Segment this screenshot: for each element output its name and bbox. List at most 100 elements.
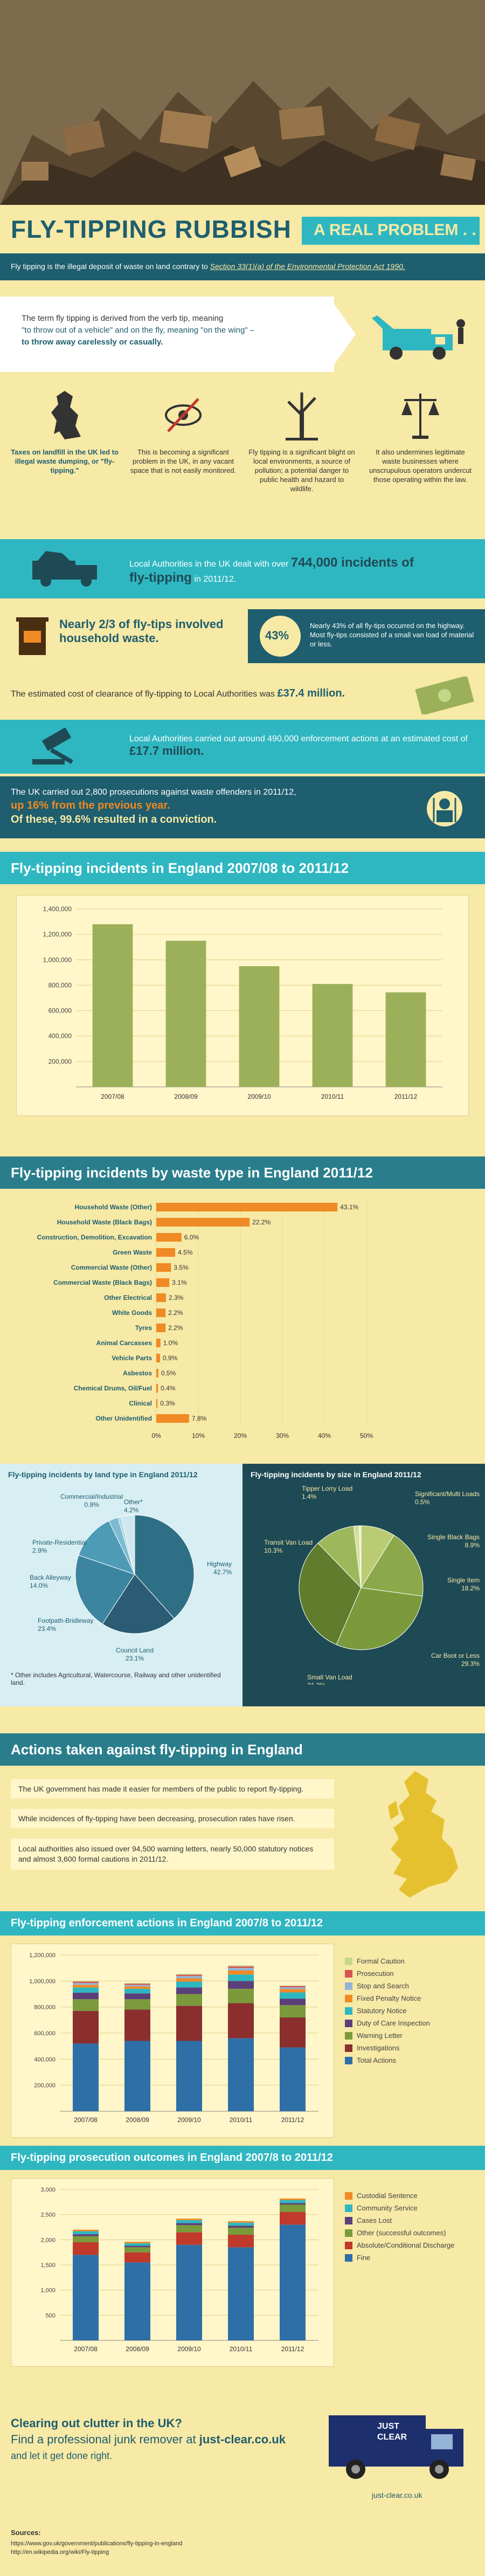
stack-segment bbox=[176, 1976, 202, 1979]
x-tick-label: 2009/10 bbox=[177, 2116, 201, 2124]
legend-swatch bbox=[345, 1957, 352, 1965]
data-label: 2.2% bbox=[168, 1324, 183, 1332]
pie-slice bbox=[102, 1574, 175, 1634]
x-tick-label: 2010/11 bbox=[321, 1093, 344, 1100]
legend-item: Total Actions bbox=[345, 2056, 480, 2064]
pie-row: Fly-tipping incidents by land type in En… bbox=[0, 1464, 485, 1706]
x-tick-label: 0% bbox=[151, 1432, 161, 1439]
pie-slice bbox=[299, 1542, 362, 1645]
y-tick-label: 600,000 bbox=[34, 2030, 56, 2037]
legend-item: Custodial Sentence bbox=[345, 2192, 480, 2200]
bar bbox=[165, 940, 206, 1087]
bar bbox=[156, 1263, 171, 1272]
slice-value: 18.2% bbox=[461, 1585, 480, 1592]
legend-label: Community Service bbox=[357, 2204, 418, 2212]
category-label: White Goods bbox=[112, 1309, 152, 1317]
title-band: FLY-TIPPING RUBBISH A REAL PROBLEM . . . bbox=[0, 205, 485, 253]
legend-item: Other (successful outcomes) bbox=[345, 2229, 480, 2237]
footer-cta-text: Clearing out clutter in the UK? Find a p… bbox=[11, 2415, 286, 2464]
stack-segment bbox=[228, 1988, 254, 2003]
source-link-1[interactable]: https://www.gov.uk/government/publicatio… bbox=[11, 2540, 183, 2547]
category-label: Clinical bbox=[129, 1400, 152, 1407]
category-label: Asbestos bbox=[123, 1369, 152, 1377]
rubbish-pile-illustration bbox=[0, 0, 485, 205]
incidents-section-header: Fly-tipping incidents in England 2007/08… bbox=[0, 852, 485, 884]
definition-main: Fly tipping is the illegal deposit of wa… bbox=[11, 262, 208, 271]
category-label: Household Waste (Black Bags) bbox=[57, 1218, 152, 1226]
stack-segment bbox=[124, 2009, 150, 2041]
slice-value: 2.9% bbox=[32, 1547, 47, 1554]
stack-segment bbox=[73, 2229, 99, 2231]
x-tick-label: 30% bbox=[276, 1432, 289, 1439]
stack-segment bbox=[176, 1974, 202, 1975]
truck-icon bbox=[32, 551, 97, 587]
y-tick-label: 400,000 bbox=[48, 1032, 72, 1040]
stack-segment bbox=[124, 2252, 150, 2263]
stack-segment bbox=[73, 1987, 99, 1993]
stack-segment bbox=[228, 2235, 254, 2248]
dead-tree-icon bbox=[286, 392, 318, 440]
footer-brand-link[interactable]: just-clear.co.uk bbox=[199, 2433, 286, 2446]
fact-blight-text: Fly tipping is a significant blight on l… bbox=[248, 448, 355, 493]
fact-vacant-text: This is becoming a significant problem i… bbox=[130, 448, 237, 474]
stack-segment bbox=[228, 2222, 254, 2226]
stack-segment bbox=[176, 1978, 202, 1982]
legend-swatch bbox=[345, 2216, 352, 2224]
footer-site[interactable]: just-clear.co.uk bbox=[372, 2491, 422, 2499]
stack-segment bbox=[280, 2203, 306, 2205]
incidents-text: Local Authorities in the UK dealt with o… bbox=[129, 555, 463, 586]
stack-segment bbox=[280, 2212, 306, 2225]
enforcement-stacked-chart: 1,200,000 1,000,000 800,000 600,000 400,000 2… bbox=[29, 1952, 318, 2124]
stack-segment bbox=[280, 2017, 306, 2048]
x-tick-label: 2008/09 bbox=[126, 2116, 149, 2124]
slice-name: Other* bbox=[124, 1498, 143, 1506]
prosecution-chart-panel: 3,000 2,500 2,000 1,500 1,000 500 2007/08 2008/… bbox=[11, 2178, 334, 2367]
definition-link[interactable]: Section 33(1)(a) of the Environmental Pr… bbox=[210, 262, 405, 271]
y-tick-label: 200,000 bbox=[34, 2083, 56, 2089]
land-footnote: * Other includes Agricultural, Watercour… bbox=[11, 1671, 221, 1686]
slice-value: 31.2% bbox=[307, 1682, 325, 1685]
stack-segment bbox=[176, 1981, 202, 1988]
category-label: Commercial Waste (Other) bbox=[71, 1264, 152, 1271]
stat-cost: The estimated cost of clearance of fly-t… bbox=[0, 674, 485, 717]
y-tick-label: 1,500 bbox=[40, 2262, 56, 2269]
page-title: FLY-TIPPING RUBBISH bbox=[11, 215, 292, 243]
source-link-2[interactable]: http://en.wikipedia.org/wiki/Fly-tipping bbox=[11, 2549, 109, 2556]
y-tick-label: 1,000,000 bbox=[29, 1978, 56, 1985]
pie-slice bbox=[120, 1514, 135, 1575]
stack-segment bbox=[73, 2234, 99, 2236]
stack-segment bbox=[124, 1983, 150, 1985]
stack-segment bbox=[73, 1982, 99, 1985]
pie-slice bbox=[75, 1554, 135, 1624]
waste-type-bar-chart: 0% 10% 20% 30% 40% 50% Household Waste (Other)… bbox=[37, 1200, 373, 1439]
stat-incidents: Local Authorities in the UK dealt with o… bbox=[0, 539, 485, 598]
legend-item: Cases Lost bbox=[345, 2216, 480, 2224]
legend-label: Cases Lost bbox=[357, 2216, 392, 2224]
stack-segment bbox=[73, 1999, 99, 2011]
stack-segment bbox=[280, 1987, 306, 1989]
bin-icon bbox=[16, 617, 48, 655]
stack-segment bbox=[280, 1986, 306, 1988]
stack-segment bbox=[124, 1993, 150, 2000]
cost-text: The estimated cost of clearance of fly-t… bbox=[11, 687, 345, 700]
stack-segment bbox=[73, 2010, 99, 2044]
fact-card-landfill: Taxes on landfill in the UK led to illeg… bbox=[11, 388, 119, 475]
legend-label: Statutory Notice bbox=[357, 2007, 407, 2015]
slice-name: Highway bbox=[207, 1560, 232, 1568]
data-label: 0.5% bbox=[161, 1369, 176, 1377]
category-label: Green Waste bbox=[113, 1249, 152, 1256]
data-label: 1.0% bbox=[163, 1339, 178, 1347]
legend-item: Community Service bbox=[345, 2204, 480, 2212]
fact-business-text: It also undermines legitimate waste busi… bbox=[369, 448, 472, 484]
legend-label: Absolute/Conditional Discharge bbox=[357, 2241, 455, 2249]
y-tick-label: 1,200,000 bbox=[29, 1952, 56, 1959]
slice-name: Footpath-Bridleway bbox=[38, 1617, 93, 1624]
bar bbox=[156, 1339, 161, 1347]
pie-slice bbox=[78, 1520, 135, 1575]
legend-swatch bbox=[345, 2019, 352, 2027]
land-title: Fly-tipping incidents by land type in En… bbox=[8, 1470, 198, 1479]
highway-pct: 43% bbox=[265, 629, 289, 642]
data-label: 43.1% bbox=[340, 1203, 358, 1211]
cost-value: £37.4 million. bbox=[277, 687, 345, 699]
slice-name: Single Black Bags bbox=[427, 1533, 480, 1541]
